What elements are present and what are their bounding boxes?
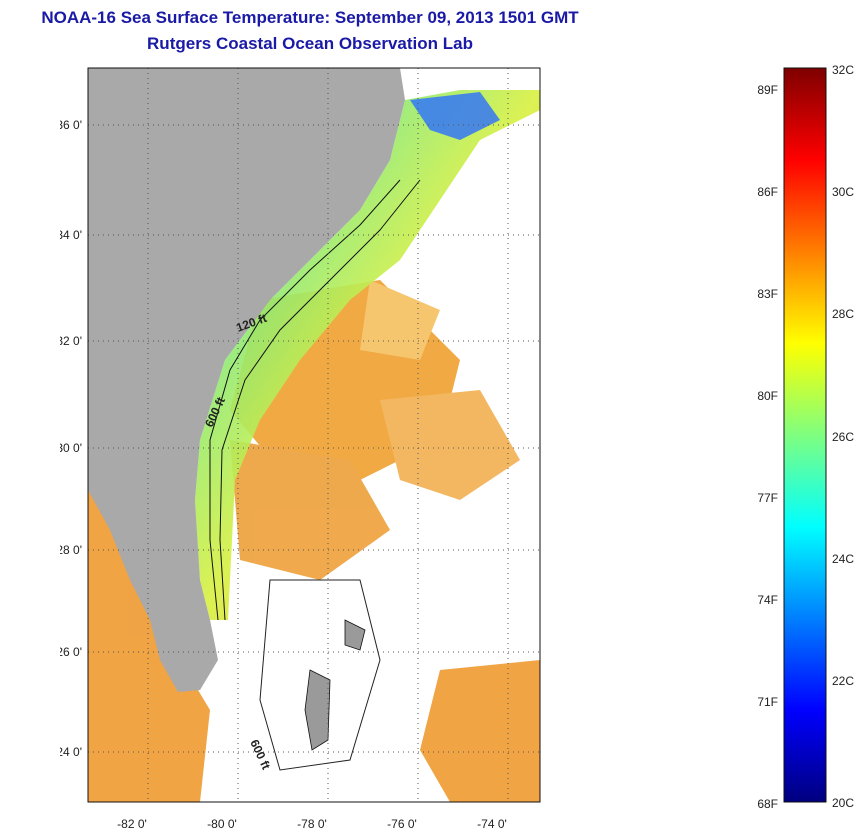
c-label-20: 20C: [832, 796, 854, 810]
lat-tick-28: 28 0': [60, 543, 82, 557]
lon-tick-82: -82 0': [117, 817, 147, 831]
contour-600ft: [219, 179, 421, 621]
lon-tick-76: -76 0': [387, 817, 417, 831]
f-label-71: 71F: [757, 695, 778, 709]
c-label-22: 22C: [832, 674, 854, 688]
map-subtitle: Rutgers Coastal Ocean Observation Lab: [147, 34, 473, 53]
lon-tick-80: -80 0': [207, 817, 237, 831]
c-label-30: 30C: [832, 185, 854, 199]
lon-tick-74: -74 0': [477, 817, 507, 831]
c-label-28: 28C: [832, 307, 854, 321]
fahrenheit-labels: 89F 86F 83F 80F 77F 74F 71F 68F: [757, 83, 778, 811]
c-label-26: 26C: [832, 430, 854, 444]
map-title: NOAA-16 Sea Surface Temperature: Septemb…: [41, 8, 579, 27]
lat-tick-24: 24 0': [60, 745, 82, 759]
celsius-labels: 32C 30C 28C 26C 24C 22C 20C: [832, 63, 854, 810]
cold-water-patch: [410, 92, 500, 140]
land-mass: [88, 68, 405, 692]
lat-tick-26: 26 0': [60, 645, 82, 659]
lat-axis: 36 0' 34 0' 32 0' 30 0' 28 0' 26 0' 24 0…: [60, 118, 82, 759]
f-label-80: 80F: [757, 389, 778, 403]
temperature-colorbar: 89F 86F 83F 80F 77F 74F 71F 68F 32C 30C …: [757, 63, 854, 811]
lon-axis: -82 0' -80 0' -78 0' -76 0' -74 0': [117, 817, 507, 831]
coastal-sst-band: [195, 90, 540, 620]
lon-tick-78: -78 0': [297, 817, 327, 831]
graticule: [88, 68, 540, 802]
lat-tick-30: 30 0': [60, 441, 82, 455]
warm-sst-patches: [88, 280, 540, 802]
lat-tick-32: 32 0': [60, 334, 82, 348]
lat-tick-36: 36 0': [60, 118, 82, 132]
sst-map: 120 ft 600 ft 600 ft 36 0' 34 0' 32 0' 3…: [60, 67, 541, 831]
f-label-83: 83F: [757, 287, 778, 301]
f-label-68: 68F: [757, 797, 778, 811]
c-label-32: 32C: [832, 63, 854, 77]
f-label-86: 86F: [757, 185, 778, 199]
bahamas-islands: [304, 619, 366, 751]
f-label-77: 77F: [757, 491, 778, 505]
colorbar-gradient: [783, 67, 827, 803]
contour-120ft: [209, 179, 401, 621]
map-frame: [87, 67, 541, 803]
f-label-89: 89F: [757, 83, 778, 97]
lat-tick-34: 34 0': [60, 228, 82, 242]
f-label-74: 74F: [757, 593, 778, 607]
c-label-24: 24C: [832, 552, 854, 566]
